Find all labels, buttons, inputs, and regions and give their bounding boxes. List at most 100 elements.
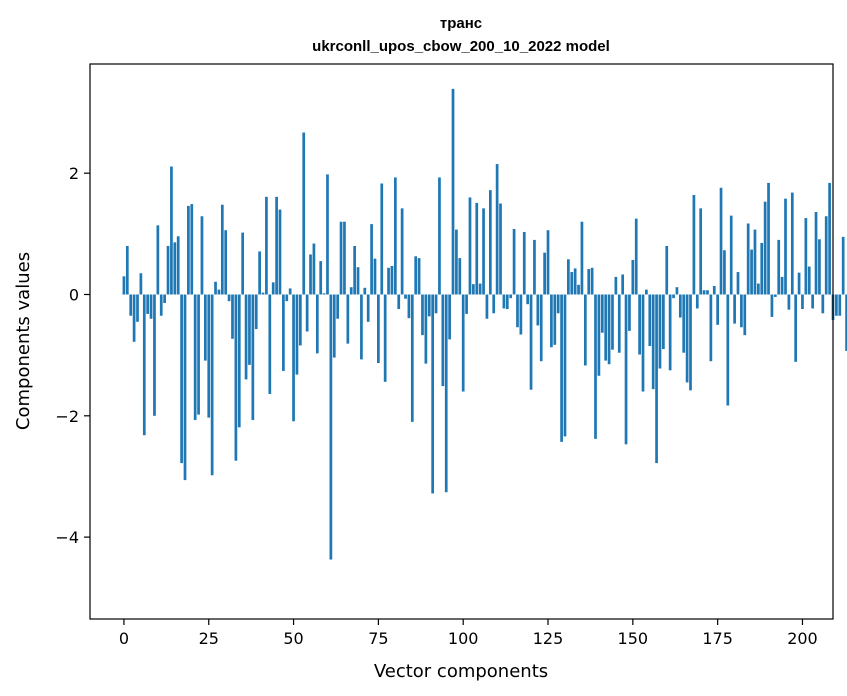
bar	[170, 166, 173, 295]
bar	[241, 232, 245, 295]
bar	[550, 294, 553, 348]
bar	[214, 281, 217, 295]
bar	[315, 294, 319, 354]
bar	[173, 242, 177, 295]
bar	[594, 294, 597, 439]
bar	[288, 288, 292, 295]
bar	[326, 174, 329, 295]
bar	[407, 294, 411, 319]
bar	[332, 294, 336, 358]
bar	[628, 294, 631, 331]
bar	[468, 197, 472, 295]
bar	[424, 294, 428, 364]
bar	[539, 294, 543, 362]
bars-group	[122, 88, 847, 560]
bar	[502, 294, 506, 309]
bar	[529, 294, 533, 390]
bar	[356, 267, 360, 295]
bar	[210, 294, 214, 476]
bar	[560, 294, 563, 442]
bar	[533, 239, 536, 295]
bar	[227, 294, 231, 302]
bar	[841, 236, 845, 295]
bar	[217, 289, 221, 295]
bar	[197, 294, 200, 415]
bar	[485, 294, 489, 319]
bar	[146, 294, 150, 314]
bar	[271, 282, 275, 295]
bar	[153, 294, 156, 416]
bar	[478, 283, 482, 295]
bar	[142, 294, 146, 436]
bar	[587, 269, 591, 295]
plot-frame	[89, 63, 834, 620]
bar	[234, 294, 238, 461]
bar	[390, 265, 394, 295]
bar	[302, 132, 306, 295]
bar	[482, 208, 485, 295]
bar	[393, 177, 397, 295]
bar	[719, 187, 723, 295]
chart-subtitle: ukrconll_upos_cbow_200_10_2022 model	[312, 38, 610, 55]
bar	[590, 267, 594, 295]
bar	[434, 294, 438, 314]
bar	[597, 294, 601, 376]
bar	[285, 294, 289, 302]
bar	[183, 294, 187, 481]
bar	[641, 294, 645, 392]
bar	[176, 236, 180, 295]
bar	[746, 223, 750, 295]
x-tick-label: 25	[199, 629, 219, 648]
bar	[553, 294, 557, 345]
y-tick-label: −2	[55, 407, 79, 426]
bar	[757, 283, 760, 295]
bar	[784, 198, 787, 295]
bar	[814, 212, 818, 295]
bar	[431, 294, 435, 494]
bar	[702, 290, 706, 295]
bar	[346, 294, 350, 344]
bar	[573, 268, 577, 295]
bar	[268, 294, 272, 394]
bar	[709, 294, 713, 362]
bar	[370, 224, 373, 295]
bar	[458, 258, 462, 295]
bar	[645, 289, 648, 295]
bar	[438, 177, 441, 295]
bar	[380, 183, 384, 295]
bar	[441, 294, 445, 387]
bar	[417, 258, 421, 295]
y-axis: −4 −2 0 2	[55, 164, 90, 547]
bar	[665, 245, 669, 295]
bar	[265, 196, 268, 295]
bar	[773, 294, 777, 297]
bar	[631, 259, 635, 295]
bar	[444, 294, 448, 493]
bar	[312, 243, 316, 295]
x-tick-label: 200	[787, 629, 818, 648]
bar	[519, 294, 523, 335]
bar	[740, 294, 743, 328]
bar	[139, 273, 143, 295]
bar	[203, 294, 207, 361]
x-tick-label: 75	[368, 629, 388, 648]
bar	[634, 218, 638, 295]
bar	[400, 208, 404, 295]
bar	[651, 294, 655, 390]
bar	[682, 294, 686, 353]
bar	[753, 229, 757, 295]
bar	[567, 259, 570, 295]
bar	[305, 294, 309, 332]
bar	[421, 294, 424, 336]
bar	[821, 294, 825, 314]
bar	[672, 294, 675, 299]
bar	[261, 292, 265, 295]
bar	[580, 221, 584, 295]
y-axis-label: Components values	[13, 252, 34, 430]
x-axis-label: Vector components	[374, 661, 548, 682]
bar	[818, 239, 821, 295]
bar	[570, 272, 574, 295]
chart-title: транс	[440, 15, 482, 32]
bar	[336, 294, 340, 319]
bar	[499, 203, 502, 295]
